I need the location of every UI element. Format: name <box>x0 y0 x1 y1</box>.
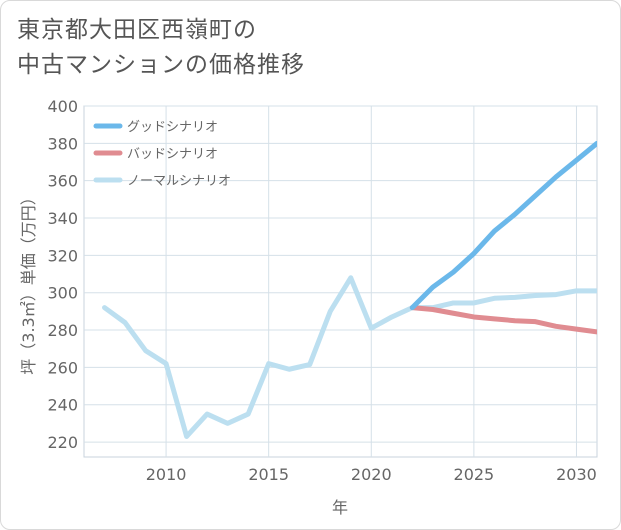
y-tick-label: 300 <box>47 284 78 303</box>
legend-label: バッドシナリオ <box>127 147 218 162</box>
y-tick-label: 380 <box>47 134 78 153</box>
axis-ticks: 220 240 260 280 300 320 340 360 380 400 2010 2015 20… <box>47 97 596 484</box>
series-lines <box>102 140 597 439</box>
x-tick-label: 2010 <box>146 465 187 484</box>
x-tick-label: 2015 <box>248 465 289 484</box>
y-tick-label: 400 <box>47 97 78 116</box>
legend-label: グッドシナリオ <box>127 120 218 135</box>
x-axis-label: 年 <box>332 498 348 517</box>
y-tick-label: 220 <box>47 433 78 452</box>
y-tick-label: 320 <box>47 246 78 265</box>
grid-lines <box>84 105 597 457</box>
y-axis-label: 坪（3.3㎡）単価（万円） <box>19 189 38 374</box>
y-tick-label: 240 <box>47 396 78 415</box>
legend-label: ノーマルシナリオ <box>127 174 231 189</box>
series-line-2 <box>102 275 597 439</box>
title-line-1: 東京都大田区西嶺町の <box>17 17 257 43</box>
series-line-0 <box>409 140 597 311</box>
x-tick-label: 2030 <box>556 465 597 484</box>
plot-area <box>83 105 598 458</box>
y-tick-label: 360 <box>47 172 78 191</box>
x-tick-label: 2025 <box>454 465 495 484</box>
title-line-2: 中古マンションの価格推移 <box>17 52 305 78</box>
y-tick-label: 340 <box>47 209 78 228</box>
series-line-1 <box>409 305 597 335</box>
y-tick-label: 280 <box>47 321 78 340</box>
x-tick-label: 2020 <box>351 465 392 484</box>
y-tick-label: 260 <box>47 358 78 377</box>
chart-title: 東京都大田区西嶺町の 中古マンションの価格推移 <box>17 13 305 83</box>
